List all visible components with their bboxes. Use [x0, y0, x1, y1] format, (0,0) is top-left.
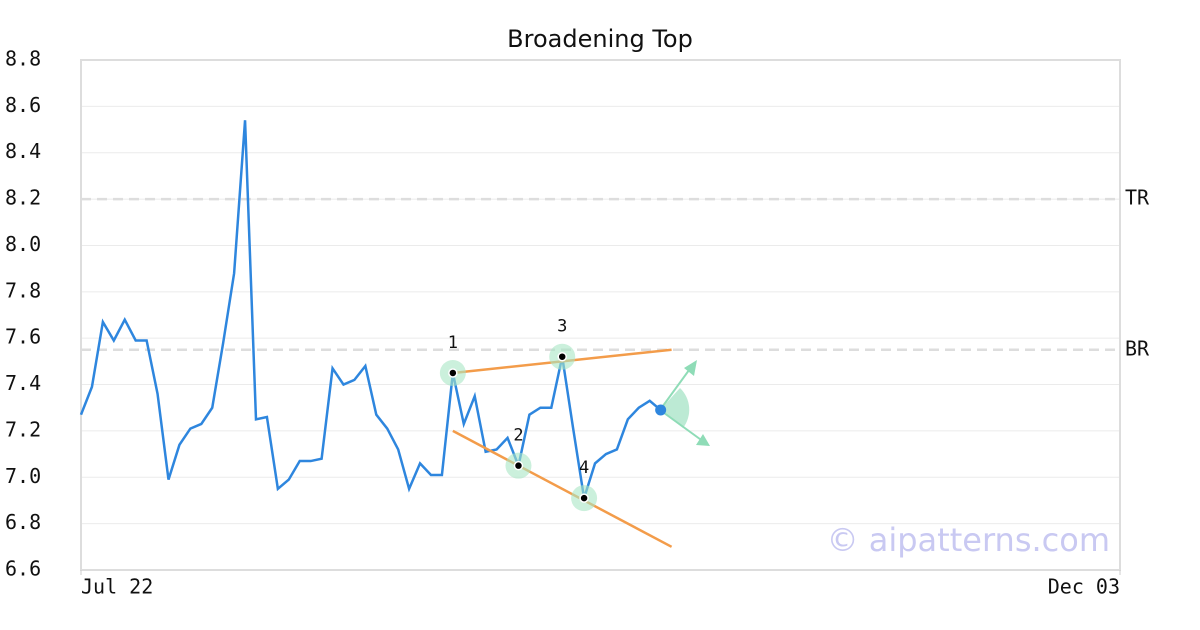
- pattern-point: [513, 460, 524, 471]
- y-tick-label: 8.2: [5, 186, 41, 210]
- level-label: BR: [1125, 336, 1150, 360]
- y-tick-label: 7.0: [5, 464, 41, 488]
- x-tick-label: Jul 22: [81, 575, 153, 599]
- y-tick-label: 8.4: [5, 139, 41, 163]
- chart-title: Broadening Top: [507, 25, 693, 53]
- y-tick-label: 6.6: [5, 557, 41, 581]
- y-tick-label: 6.8: [5, 510, 41, 534]
- x-tick-label: Dec 03: [1048, 575, 1120, 599]
- direction-arrows: [659, 360, 710, 446]
- pattern-label: 4: [579, 458, 589, 478]
- level-label: TR: [1125, 186, 1150, 210]
- y-tick-label: 7.8: [5, 278, 41, 302]
- pattern-label: 1: [448, 333, 458, 353]
- pattern-label: 3: [557, 317, 567, 337]
- last-point: [655, 404, 667, 416]
- watermark: © aipatterns.com: [827, 521, 1110, 559]
- y-tick-label: 7.2: [5, 417, 41, 441]
- plot-frame: [80, 59, 1121, 571]
- pattern-point: [557, 351, 567, 362]
- pattern-label: 2: [513, 426, 523, 446]
- y-tick-label: 7.6: [5, 325, 41, 349]
- y-tick-label: 7.4: [5, 371, 41, 395]
- trend-line: [452, 429, 673, 548]
- pattern-point: [448, 368, 458, 378]
- price-line: [79, 120, 662, 499]
- y-tick-label: 8.0: [5, 232, 41, 256]
- y-tick-label: 8.6: [5, 93, 41, 117]
- pattern-point: [579, 493, 589, 503]
- y-tick-label: 8.8: [5, 47, 41, 71]
